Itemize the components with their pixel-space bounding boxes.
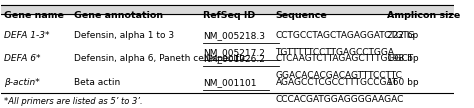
Text: CCTGCCTAGCTAGAGGATCTGTG: CCTGCCTAGCTAGAGGATCTGTG <box>275 31 415 40</box>
Text: Sequence: Sequence <box>275 10 327 20</box>
Text: DEFA 6*: DEFA 6* <box>4 54 40 63</box>
Text: AGAGCCTCGCCTTTGCCGAT: AGAGCCTCGCCTTTGCCGAT <box>275 78 398 87</box>
Text: GGACACACGACAGTTTCCTTC: GGACACACGACAGTTTCCTTC <box>275 71 402 80</box>
Text: NM_005218.3: NM_005218.3 <box>203 31 265 40</box>
Text: DEFA 1-3*: DEFA 1-3* <box>4 31 49 40</box>
Text: NM_005217.2: NM_005217.2 <box>203 48 265 57</box>
Bar <box>1 5 455 14</box>
Text: Gene name: Gene name <box>4 10 64 20</box>
Text: β-actin*: β-actin* <box>4 78 39 87</box>
Text: *All primers are listed as 5’ to 3’.: *All primers are listed as 5’ to 3’. <box>4 97 142 106</box>
Text: 198 bp: 198 bp <box>386 54 418 63</box>
Text: CTCAAGTCTTAGAGCTTTGGGCT: CTCAAGTCTTAGAGCTTTGGGCT <box>275 54 414 63</box>
Text: RefSeq ID: RefSeq ID <box>203 10 255 20</box>
Text: CCCACGATGGAGGGGAAGAC: CCCACGATGGAGGGGAAGAC <box>275 95 404 104</box>
Text: NM_001101: NM_001101 <box>203 78 256 87</box>
Text: Gene annotation: Gene annotation <box>74 10 163 20</box>
Text: TGTTTTTCCTTGAGCCTGGA: TGTTTTTCCTTGAGCCTGGA <box>275 48 394 57</box>
Text: Defensin, alpha 1 to 3: Defensin, alpha 1 to 3 <box>74 31 174 40</box>
Text: 222 bp: 222 bp <box>386 31 418 40</box>
Text: 160 bp: 160 bp <box>386 78 418 87</box>
Text: NM_001926.2: NM_001926.2 <box>203 54 265 63</box>
Text: Amplicon size: Amplicon size <box>386 10 460 20</box>
Text: Beta actin: Beta actin <box>74 78 120 87</box>
Text: Defensin, alpha 6, Paneth cell-specific: Defensin, alpha 6, Paneth cell-specific <box>74 54 247 63</box>
